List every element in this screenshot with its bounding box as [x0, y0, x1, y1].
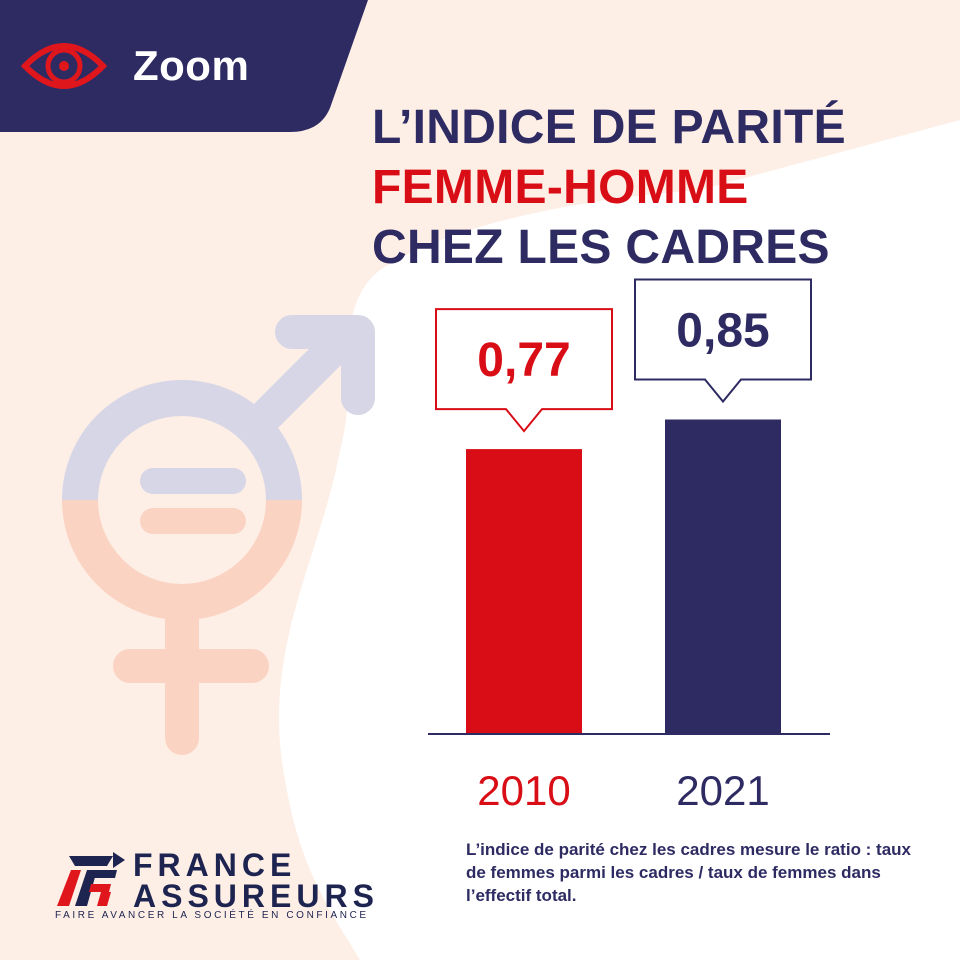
title-line-2: FEMME-HOMME	[372, 161, 749, 214]
title-line-1: L’INDICE DE PARITÉ	[372, 101, 846, 154]
bar-2010	[466, 449, 582, 734]
bar-2021	[665, 419, 781, 734]
page-title: L’INDICE DE PARITÉ FEMME-HOMME CHEZ LES …	[372, 98, 846, 278]
footnote: L’indice de parité chez les cadres mesur…	[466, 840, 912, 905]
value-callout-2010	[435, 308, 613, 433]
logo-tagline: FAIRE AVANCER LA SOCIÉTÉ EN CONFIANCE	[55, 910, 369, 921]
value-label-2021: 0,85	[676, 305, 769, 358]
logo-line-2: ASSUREURS	[133, 878, 379, 914]
eye-icon	[20, 43, 108, 89]
x-tick-label-2021: 2021	[676, 767, 769, 814]
logo-line-1: FRANCE	[133, 847, 297, 883]
value-callout-2021	[634, 278, 812, 404]
x-tick-label-2010: 2010	[477, 767, 570, 814]
title-line-3: CHEZ LES CADRES	[372, 221, 830, 274]
gender-symbol-icon	[62, 315, 375, 755]
zoom-tab	[0, 0, 368, 132]
france-assureurs-logo-icon	[57, 852, 125, 906]
zoom-tab-label: Zoom	[133, 42, 250, 89]
value-label-2010: 0,77	[477, 334, 570, 387]
